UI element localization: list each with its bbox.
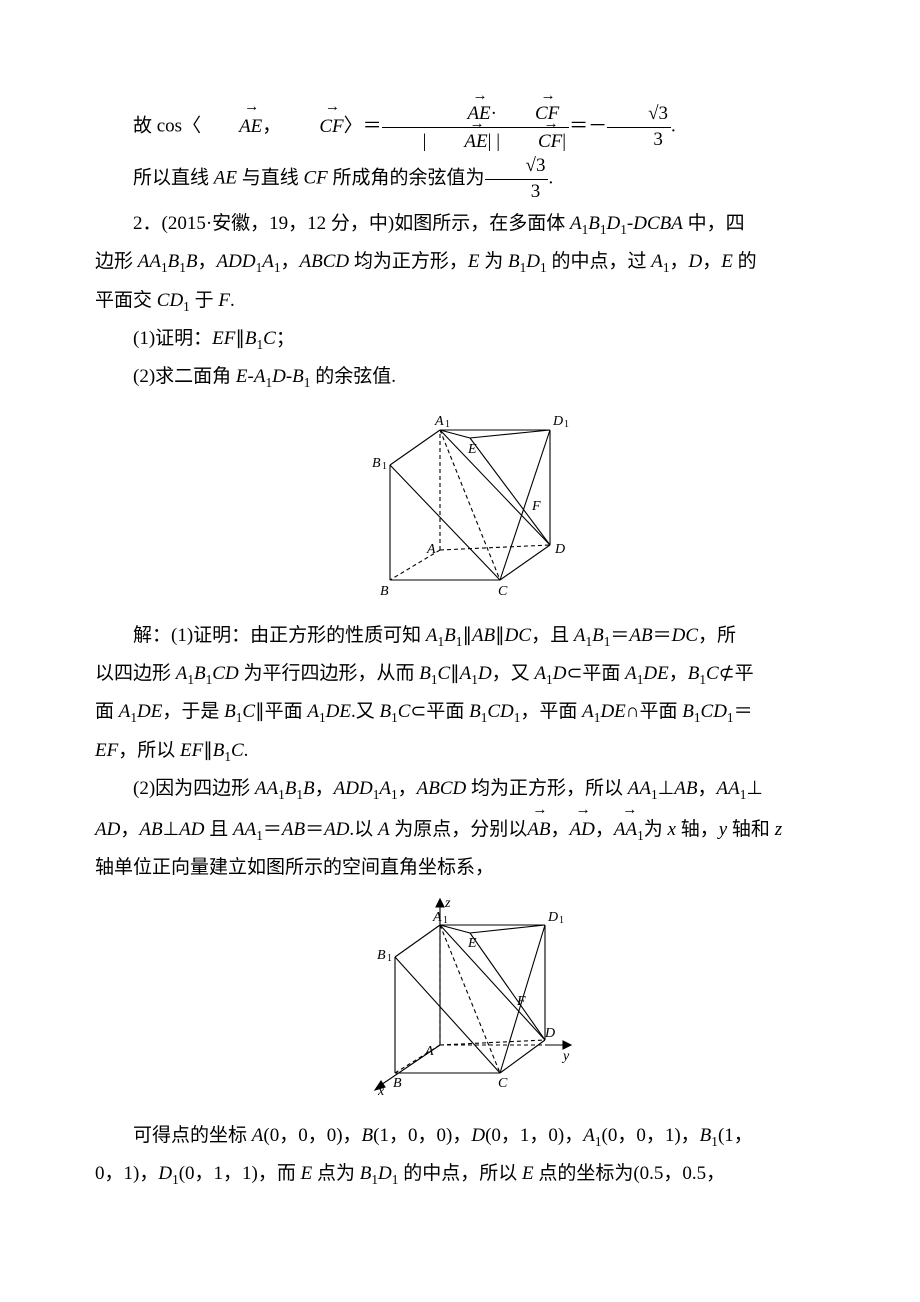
svg-text:C: C	[498, 1076, 508, 1091]
svg-text:1: 1	[387, 953, 392, 964]
svg-text:y: y	[561, 1049, 570, 1064]
svg-text:1: 1	[443, 915, 448, 926]
sol-1a: 解：(1)证明：由正方形的性质可知 A1B1∥AB∥DC，且 A1B1＝AB＝D…	[95, 617, 825, 655]
svg-text:D: D	[552, 414, 563, 429]
coords-line1: 可得点的坐标 A(0，0，0)，B(1，0，0)，D(0，1，0)，A1(0，0…	[95, 1117, 825, 1155]
sol-2a: (2)因为四边形 AA1B1B，ADD1A1，ABCD 均为正方形，所以 AA1…	[95, 770, 825, 808]
vec-AE: AE	[201, 106, 262, 146]
figure-2: z y x A1 D1 B1 E F A B C D	[95, 895, 825, 1109]
vec-CF: CF	[281, 106, 343, 146]
svg-text:A: A	[434, 414, 444, 429]
figure-1: A1 D1 B1 E F A B C D	[95, 405, 825, 609]
svg-text:1: 1	[382, 461, 387, 472]
svg-text:E: E	[467, 442, 477, 457]
frac-result: √33	[607, 102, 671, 152]
svg-text:z: z	[444, 896, 451, 911]
problem-2-cont: 边形 AA1B1B，ADD1A1，ABCD 均为正方形，E 为 B1D1 的中点…	[95, 243, 825, 281]
p-conclusion: 所以直线 AE 与直线 CF 所成角的余弦值为√33.	[95, 154, 825, 204]
svg-text:C: C	[498, 584, 508, 595]
svg-text:B: B	[393, 1076, 402, 1091]
svg-text:A: A	[432, 910, 442, 925]
sol-1c: 面 A1DE，于是 B1C∥平面 A1DE.又 B1C⊂平面 B1CD1，平面 …	[95, 693, 825, 731]
problem-2: 2．(2015·安徽，19，12 分，中)如图所示，在多面体 A1B1D1-DC…	[95, 205, 825, 243]
sol-2b: AD，AB⊥AD 且 AA1＝AB＝AD.以 A 为原点，分别以AB，AD，AA…	[95, 809, 825, 849]
svg-text:1: 1	[559, 915, 564, 926]
svg-text:x: x	[377, 1084, 385, 1095]
eq-cos-formula: 故 cos〈AE，CF〉＝AE·CF|AE| |CF|＝－√33.	[95, 100, 825, 154]
sol-2c: 轴单位正向量建立如图所示的空间直角坐标系，	[95, 849, 825, 887]
svg-text:B: B	[377, 948, 386, 963]
polyhedron-diagram: A1 D1 B1 E F A B C D	[350, 405, 570, 595]
svg-text:A: A	[424, 1044, 434, 1059]
sol-1b: 以四边形 A1B1CD 为平行四边形，从而 B1C∥A1D，又 A1D⊂平面 A…	[95, 655, 825, 693]
svg-text:E: E	[467, 936, 477, 951]
svg-text:A: A	[426, 542, 436, 557]
svg-text:B: B	[380, 584, 389, 595]
frac-vec: AE·CF|AE| |CF|	[382, 100, 569, 154]
svg-text:B: B	[372, 456, 381, 471]
svg-text:D: D	[547, 910, 558, 925]
q2: (2)求二面角 E-A1D-B1 的余弦值.	[95, 358, 825, 396]
q1: (1)证明：EF∥B1C；	[95, 320, 825, 358]
svg-text:F: F	[516, 994, 526, 1009]
problem-2-end: 平面交 CD1 于 F.	[95, 282, 825, 320]
t: 故 cos〈	[133, 116, 201, 137]
coordinate-diagram: z y x A1 D1 B1 E F A B C D	[345, 895, 575, 1095]
svg-text:D: D	[544, 1026, 555, 1041]
svg-text:1: 1	[445, 419, 450, 430]
sol-1d: EF，所以 EF∥B1C.	[95, 732, 825, 770]
coords-line2: 0，1)，D1(0，1，1)，而 E 点为 B1D1 的中点，所以 E 点的坐标…	[95, 1155, 825, 1193]
page: 故 cos〈AE，CF〉＝AE·CF|AE| |CF|＝－√33. 所以直线 A…	[0, 0, 920, 1234]
svg-text:F: F	[531, 499, 541, 514]
svg-text:D: D	[554, 542, 565, 557]
svg-text:1: 1	[564, 419, 569, 430]
